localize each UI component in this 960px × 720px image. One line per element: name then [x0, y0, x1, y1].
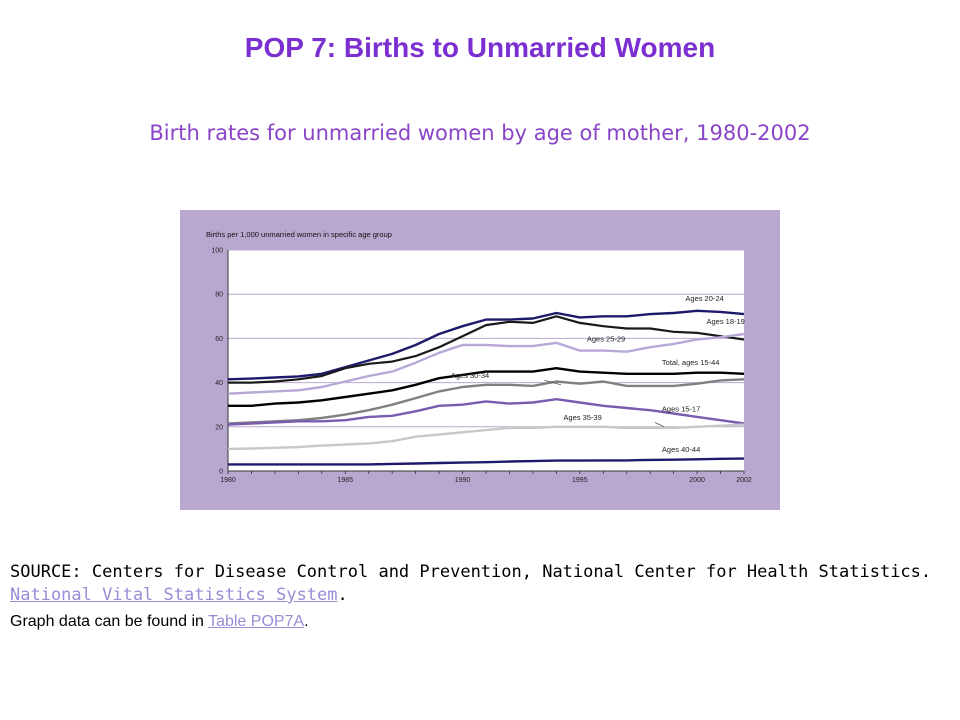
series-line — [227, 309, 745, 381]
y-tick-label: 60 — [215, 336, 223, 343]
plot-area — [228, 250, 744, 471]
series-line — [227, 397, 745, 426]
series-label: Ages 40-44 — [662, 445, 700, 454]
series-label: Total, ages 15-44 — [662, 358, 720, 367]
x-tick-label: 2000 — [689, 477, 705, 484]
slide-title: POP 7: Births to Unmarried Women — [244, 32, 716, 63]
x-tick-label: 1980 — [220, 477, 236, 484]
chart-panel: 0 20 40 60 80 100 1980 1985 1990 1995 2000 2002 Birt… — [180, 210, 780, 510]
y-tick-label: 80 — [215, 292, 223, 299]
source-suffix: . — [337, 585, 348, 605]
label-leader — [654, 422, 665, 428]
x-tick-label: 1985 — [337, 477, 353, 484]
series-line — [227, 423, 745, 451]
graph-data-note: Graph data can be found in Table POP7A. — [10, 613, 950, 631]
source-text: SOURCE: Centers for Disease Control and … — [10, 562, 932, 582]
series-label: Ages 15-17 — [662, 404, 700, 413]
series-label: Ages 30-34 — [451, 371, 489, 380]
y-tick-label: 40 — [215, 380, 223, 387]
y-tick-label: 100 — [211, 248, 223, 255]
series-line — [228, 315, 745, 384]
series-line — [228, 457, 745, 466]
slide-subtitle: Birth rates for unmarried women by age o… — [149, 121, 811, 145]
y-axis-title: Births per 1,000 unmarried women in spec… — [206, 230, 392, 239]
series-label: Ages 35-39 — [563, 413, 601, 422]
series-label: Ages 18-19 — [706, 317, 744, 326]
x-tick-label: 1995 — [572, 477, 588, 484]
line-chart: 0 20 40 60 80 100 1980 1985 1990 1995 2000 2002 Birt… — [206, 230, 752, 484]
y-tick-label: 20 — [215, 424, 223, 431]
x-tick-label: 1990 — [455, 477, 471, 484]
series-line — [227, 332, 745, 395]
series-label: Ages 20-24 — [685, 294, 723, 303]
note-suffix: . — [304, 613, 309, 630]
nvss-link[interactable]: National Vital Statistics System — [10, 585, 338, 605]
y-tick-label: 0 — [219, 469, 223, 476]
label-leader — [544, 380, 562, 386]
x-tick-label: 2002 — [736, 477, 752, 484]
series-line — [228, 366, 745, 408]
table-pop7a-link[interactable]: Table POP7A — [208, 613, 305, 630]
series-line — [227, 378, 745, 425]
note-text: Graph data can be found in — [10, 613, 209, 630]
source-citation: SOURCE: Centers for Disease Control and … — [10, 561, 950, 607]
series-label: Ages 25-29 — [587, 335, 625, 344]
